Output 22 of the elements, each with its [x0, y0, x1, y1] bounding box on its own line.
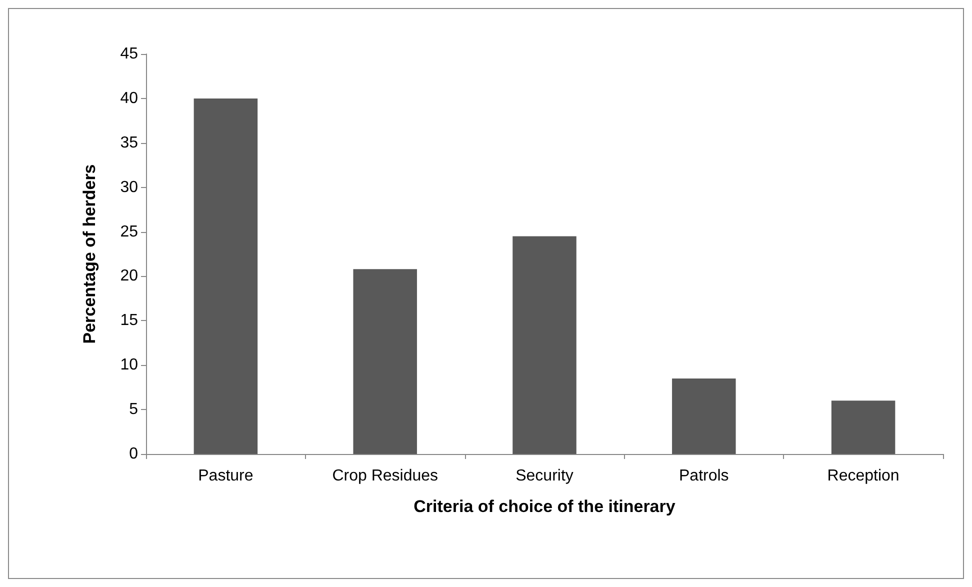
y-tick-label: 20	[120, 268, 138, 285]
x-tick-label: Pasture	[198, 468, 254, 484]
bar	[194, 98, 258, 454]
x-tick-label: Patrols	[679, 468, 729, 484]
y-tick-label: 45	[120, 46, 138, 62]
y-tick-label: 15	[120, 312, 138, 330]
x-tick-label: Crop Residues	[332, 468, 438, 484]
bar	[831, 400, 896, 454]
bar	[512, 236, 576, 454]
y-tick-label: 25	[120, 223, 138, 240]
y-tick-label: 0	[129, 446, 138, 462]
bar	[672, 378, 736, 454]
y-tick-label: 40	[120, 90, 138, 107]
y-tick-label: 10	[120, 356, 138, 374]
y-tick-label: 35	[120, 134, 138, 152]
x-tick-label: Security	[516, 468, 574, 484]
y-tick-label: 30	[120, 178, 138, 196]
x-tick-label: Reception	[827, 468, 900, 484]
y-tick-label: 5	[129, 401, 138, 418]
y-axis-title: Percentage of herders	[80, 164, 99, 344]
x-axis-title: Criteria of choice of the itinerary	[414, 497, 676, 516]
bar	[353, 269, 417, 454]
